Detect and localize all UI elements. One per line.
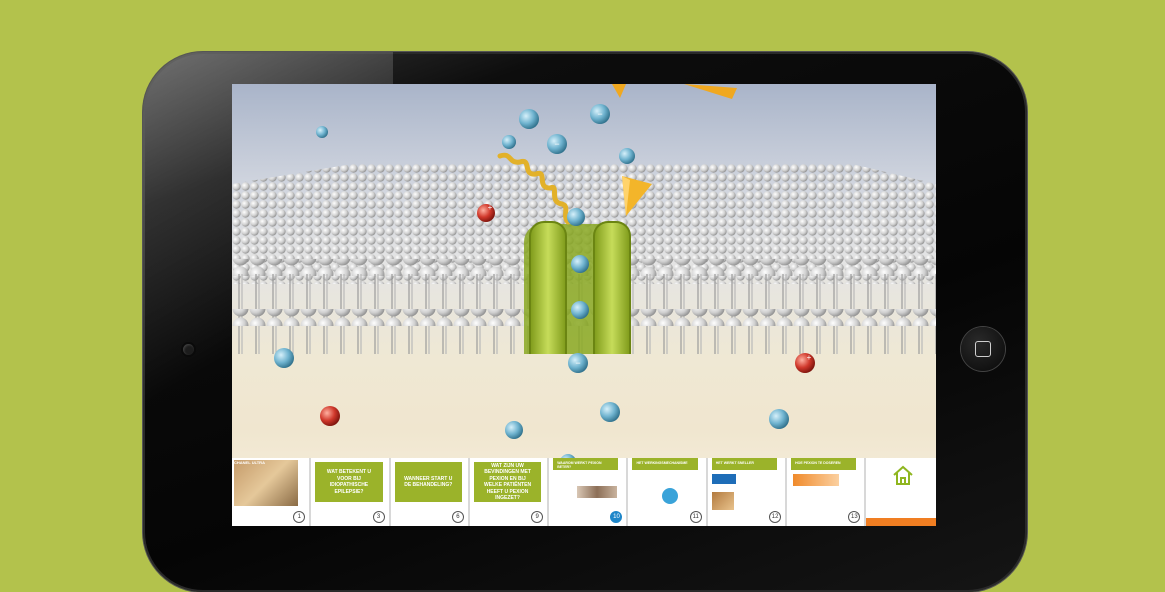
slide-number: 13 — [848, 511, 861, 523]
cation-symbol: + — [807, 353, 812, 362]
anion — [561, 454, 575, 458]
anion — [519, 109, 539, 129]
slide-number: 11 — [689, 511, 702, 523]
cation — [795, 353, 815, 373]
slide-thumbnail-9[interactable]: WAT ZIJN UW BEVINDINGEN MET PEXION EN BI… — [469, 458, 548, 526]
tablet-screen: − − − + + CHANEL ULTRA 1 WAT BETEKENT U … — [232, 84, 936, 526]
slide-thumbnail-12[interactable]: HET WERKT SNELLER 12 — [707, 458, 786, 526]
cation — [320, 406, 340, 426]
ion-channel — [524, 221, 631, 354]
anion — [600, 402, 620, 422]
dosage-table — [793, 474, 840, 486]
slide-badge — [711, 474, 736, 484]
ligand-cone-top — [612, 84, 737, 99]
slide-thumbnail-10[interactable]: WAAROM WERKT PEXION BETER? 10 — [549, 458, 627, 526]
slide-number: 1 — [293, 511, 306, 523]
anion — [547, 134, 567, 154]
anion — [316, 126, 328, 138]
neurotransmitter-spring — [497, 152, 571, 225]
slide-title: HOE PEXION TE DOSEREN — [791, 458, 857, 470]
slide-image — [577, 486, 618, 498]
slide-number: 6 — [451, 511, 464, 523]
slide-thumbnail-strip: CHANEL ULTRA 1 WAT BETEKENT U VOOR BIJ I… — [232, 458, 936, 526]
slide-thumbnail-end[interactable] — [866, 458, 936, 526]
slide-title: HET WERKT SNELLER — [711, 458, 778, 470]
anion-symbol: − — [597, 109, 602, 119]
slide-title: WAAROM WERKT PEXION BETER? — [553, 458, 619, 470]
slide-thumbnail-1[interactable]: CHANEL ULTRA 1 — [232, 458, 310, 526]
slide-title: WAT BETEKENT U VOOR BIJ IDIOPATHISCHE EP… — [315, 462, 383, 502]
slide-thumbnail-6[interactable]: WANNEER START U DE BEHANDELING? 6 — [390, 458, 468, 526]
slide-photo — [234, 460, 298, 506]
slide-thumbnail-11[interactable]: HET WERKINGSMECHANISME 11 — [628, 458, 706, 526]
anion — [769, 409, 789, 429]
slide-title: HET WERKINGSMECHANISME — [632, 458, 698, 470]
anion — [502, 135, 516, 149]
anion-symbol: − — [575, 358, 580, 368]
home-button[interactable] — [961, 327, 1005, 371]
anion — [571, 301, 589, 319]
slide-title: WANNEER START U DE BEHANDELING? — [394, 462, 462, 502]
anion-symbol: − — [554, 139, 559, 149]
anion — [568, 353, 588, 373]
anion — [619, 148, 635, 164]
slide-title: CHANEL ULTRA — [234, 460, 265, 465]
anion — [505, 421, 523, 439]
anion — [274, 348, 294, 368]
slide-title: WAT ZIJN UW BEVINDINGEN MET PEXION EN BI… — [473, 462, 542, 502]
slide-thumbnail-3[interactable]: WAT BETEKENT U VOOR BIJ IDIOPATHISCHE EP… — [311, 458, 389, 526]
slide-number: 12 — [769, 511, 782, 523]
dog-photo — [711, 492, 734, 510]
cation — [477, 204, 495, 222]
slide-number: 9 — [531, 511, 544, 523]
cation-symbol: + — [488, 203, 493, 212]
anion — [567, 208, 585, 226]
footer-bar — [866, 518, 936, 526]
ligand-cone-channel — [622, 176, 652, 216]
front-camera — [183, 344, 194, 355]
pie-chart-icon — [662, 488, 679, 504]
slide-number: 3 — [372, 511, 385, 523]
home-icon — [893, 465, 914, 485]
anion — [590, 104, 610, 124]
slide-thumbnail-13[interactable]: HOE PEXION TE DOSEREN 13 — [787, 458, 865, 526]
slide-number: 10 — [610, 511, 623, 523]
anion — [571, 255, 589, 273]
square-icon — [975, 341, 991, 357]
molecule-layer: − − − + + — [274, 84, 815, 458]
